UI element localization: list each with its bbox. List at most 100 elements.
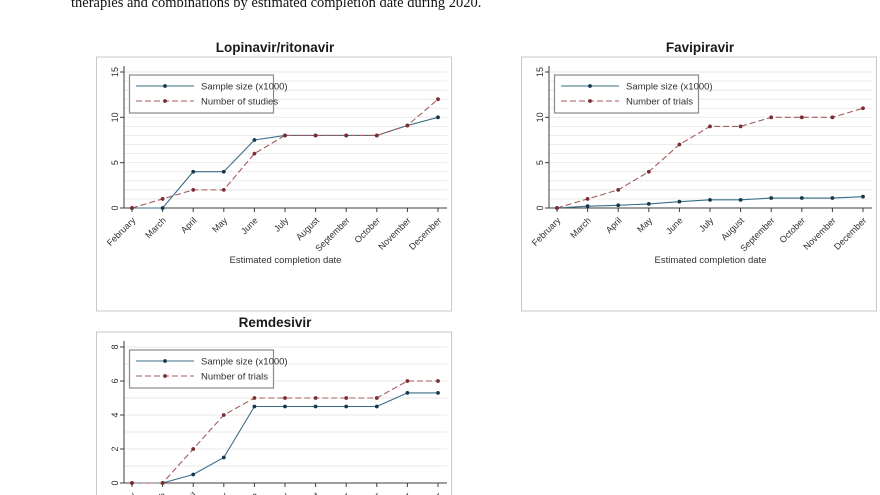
data-point-marker [130, 481, 134, 485]
chart-title: Favipiravir [666, 40, 735, 55]
data-point-marker [160, 481, 165, 485]
data-point-marker [769, 115, 774, 120]
data-point-marker [738, 197, 743, 202]
data-point-marker [221, 455, 226, 460]
data-point-marker [313, 404, 318, 409]
data-point-marker [830, 115, 835, 120]
legend-label: Number of trials [201, 372, 268, 383]
legend [128, 349, 275, 389]
data-point-marker [130, 206, 134, 210]
data-point-marker [283, 133, 287, 138]
legend-marker [588, 84, 592, 88]
data-point-marker [283, 396, 287, 400]
data-point-marker [830, 196, 835, 200]
data-point-marker [861, 194, 865, 199]
legend-label: Sample size (x1000) [201, 357, 288, 368]
chart-svg: Remdesivir02468FebruaryMarchAprilMayJune… [96, 315, 452, 495]
data-point-marker [799, 196, 804, 200]
legend [128, 74, 275, 114]
data-point-marker [708, 124, 712, 129]
chart-remdesivir: Remdesivir02468FebruaryMarchAprilMayJune… [95, 314, 455, 495]
chart-lopinavir-ritonavir: Lopinavir/ritonavir 0 5 10 15 February March Ap… [95, 39, 455, 317]
data-point-marker [436, 379, 440, 383]
data-point-marker [436, 115, 440, 120]
series-count [132, 380, 438, 484]
data-point-marker [191, 187, 196, 192]
data-point-marker [405, 123, 410, 128]
legend-marker [163, 99, 167, 103]
data-point-marker [616, 203, 621, 208]
data-point-marker [585, 204, 590, 209]
legend-label: Sample size (x1000) [626, 82, 713, 93]
y-tick-label: 0 [110, 480, 120, 485]
data-point-marker [252, 138, 257, 142]
y-tick-label: 15 [110, 67, 120, 77]
y-tick-label: 5 [110, 160, 120, 165]
data-point-marker [555, 206, 559, 210]
data-point-marker [221, 413, 226, 417]
chart-title: Lopinavir/ritonavir [216, 40, 335, 55]
legend-label: Number of studies [201, 97, 278, 108]
y-tick-label: 0 [110, 205, 120, 210]
data-point-marker [191, 472, 196, 477]
y-tick-label: 5 [535, 160, 545, 165]
data-point-marker [646, 169, 651, 174]
y-tick-label: 10 [110, 112, 120, 122]
data-point-marker [374, 396, 379, 400]
data-point-marker [191, 447, 196, 451]
chart-favipiravir: Favipiravir 0 5 10 15 February March April May Ju… [520, 39, 880, 317]
data-point-marker [160, 206, 165, 210]
x-tick-label: June [239, 490, 260, 495]
y-tick-label: 8 [110, 344, 120, 349]
y-tick-label: 2 [110, 446, 120, 451]
y-tick-label: 4 [110, 412, 120, 417]
data-point-marker [677, 142, 682, 147]
data-point-marker [436, 97, 440, 102]
legend-marker [163, 84, 167, 88]
data-point-marker [374, 404, 379, 409]
data-point-marker [252, 396, 257, 400]
chart-title: Remdesivir [239, 315, 313, 330]
y-tick-label: 15 [535, 67, 545, 77]
x-tick-label: May [210, 490, 229, 495]
data-point-marker [616, 187, 621, 192]
legend-label: Sample size (x1000) [201, 82, 288, 93]
data-point-marker [405, 391, 410, 395]
data-point-marker [160, 197, 165, 201]
y-tick-label: 0 [535, 205, 545, 210]
data-point-marker [708, 197, 712, 202]
figure-caption: therapies and combinations by estimated … [71, 0, 482, 11]
data-point-marker [436, 391, 440, 395]
y-tick-label: 6 [110, 378, 120, 383]
data-point-marker [221, 187, 226, 192]
legend-marker [163, 374, 167, 378]
data-point-marker [191, 169, 196, 174]
x-axis-title: Estimated completion date [655, 255, 767, 266]
data-point-marker [252, 151, 257, 156]
data-point-marker [405, 379, 410, 383]
legend-label: Number of trials [626, 97, 693, 108]
data-point-marker [861, 106, 865, 111]
data-point-marker [344, 133, 349, 138]
data-point-marker [221, 169, 226, 174]
data-point-marker [769, 196, 774, 200]
data-point-marker [283, 404, 287, 409]
x-axis-title: Estimated completion date [230, 255, 342, 266]
data-point-marker [585, 197, 590, 201]
x-tick-label: July [272, 490, 291, 495]
series-count [131, 98, 439, 209]
data-point-marker [738, 124, 743, 129]
data-point-marker [313, 133, 318, 138]
data-point-marker [799, 115, 804, 120]
data-point-marker [313, 396, 318, 400]
data-point-marker [646, 202, 651, 206]
legend-marker [163, 359, 167, 363]
legend-marker [588, 99, 592, 103]
data-point-marker [344, 404, 349, 409]
legend [553, 74, 700, 114]
x-tick-label: April [179, 490, 199, 495]
data-point-marker [374, 133, 379, 138]
